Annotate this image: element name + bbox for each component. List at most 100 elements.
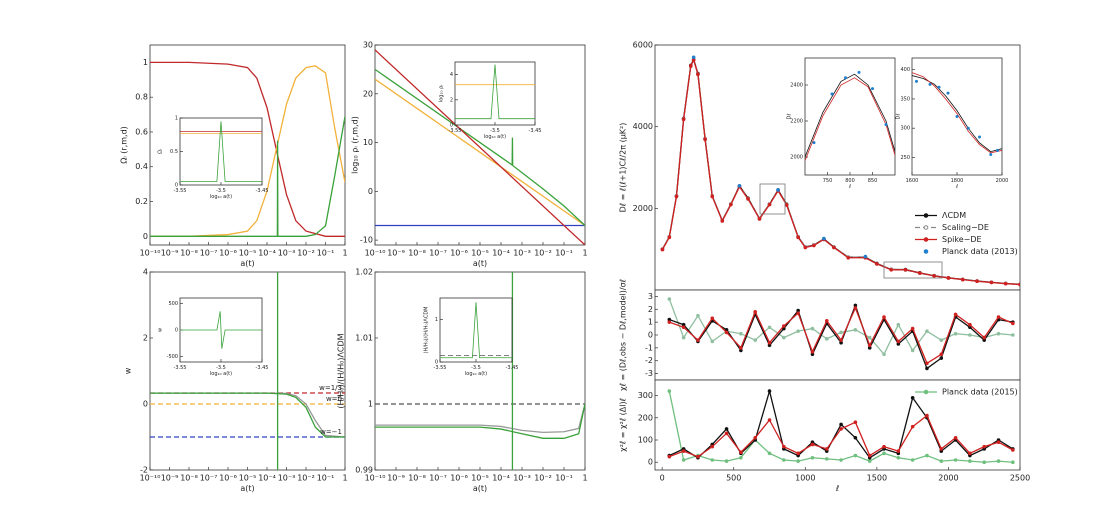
y-tick-label: 1 bbox=[143, 58, 148, 67]
y-tick-label: 400 bbox=[900, 67, 910, 73]
y-tick-label: 10 bbox=[363, 138, 373, 147]
data-point bbox=[857, 70, 861, 74]
y-axis-label: Ωᵢ bbox=[158, 149, 164, 154]
data-point bbox=[863, 254, 868, 259]
y-axis-label: Dℓ bbox=[896, 114, 902, 120]
data-point bbox=[982, 444, 987, 449]
x-tick-label: 10⁻² bbox=[297, 474, 315, 483]
data-point bbox=[691, 55, 696, 60]
x-tick-label: 10⁻² bbox=[534, 474, 552, 483]
data-point bbox=[753, 338, 757, 342]
legend-label: Planck data (2013) bbox=[942, 247, 1018, 256]
y-tick-label: 0 bbox=[143, 232, 148, 241]
x-tick-label: 800 bbox=[845, 178, 855, 184]
data-point bbox=[810, 455, 815, 460]
y-axis-label: (H/H₀)/(H/H₀)ΛCDM bbox=[424, 307, 430, 354]
data-point bbox=[989, 280, 994, 285]
x-tick-label: 10⁻⁹ bbox=[387, 249, 405, 258]
data-point bbox=[796, 451, 800, 456]
data-point bbox=[767, 389, 772, 393]
x-tick-label: 10⁻⁸ bbox=[180, 474, 198, 483]
x-tick-label: 850 bbox=[868, 178, 878, 184]
series-line bbox=[375, 49, 585, 245]
legend-marker bbox=[923, 213, 929, 218]
x-axis-label: log₁₀ a(t) bbox=[210, 194, 232, 200]
y-tick-label: 0 bbox=[648, 458, 653, 467]
x-tick-label: 10⁻³ bbox=[513, 249, 531, 258]
panel: 0 500 1000 1500 2000 2500 0 100 200 300 ℓ χ²ℓ = χ²ℓ… bbox=[619, 379, 1030, 493]
data-point bbox=[667, 320, 672, 324]
data-point bbox=[925, 366, 929, 371]
y-tick-label: 1 bbox=[648, 318, 653, 327]
x-tick-label: 10⁻⁵ bbox=[471, 249, 489, 258]
data-point bbox=[824, 447, 829, 451]
x-tick-label: -3.5 bbox=[471, 365, 481, 371]
data-point bbox=[968, 459, 972, 463]
data-point bbox=[867, 459, 872, 463]
data-point bbox=[889, 267, 893, 272]
y-tick-label: 2 bbox=[450, 97, 453, 103]
data-point bbox=[925, 453, 929, 458]
data-point bbox=[960, 277, 965, 282]
x-tick-label: 10⁻¹⁰ bbox=[365, 474, 386, 483]
data-point bbox=[955, 115, 959, 119]
data-point bbox=[953, 458, 958, 462]
data-point bbox=[710, 458, 715, 462]
data-point bbox=[696, 313, 700, 318]
y-axis-label: χℓ = (Dℓ,obs − Dℓ,model)/σℓ bbox=[619, 279, 628, 391]
panel: -3.55 -3.5 -3.45 0 2 4 log₁₀ a(t) log₁₀ ρᵢ bbox=[439, 61, 541, 140]
y-tick-label: 100 bbox=[638, 436, 653, 445]
data-point bbox=[968, 322, 972, 327]
data-point bbox=[812, 243, 816, 248]
data-point bbox=[667, 235, 672, 240]
data-point bbox=[953, 312, 958, 317]
series-group bbox=[440, 302, 512, 359]
y-tick-label: 300 bbox=[638, 391, 653, 400]
data-point bbox=[977, 135, 981, 139]
legend-marker bbox=[923, 389, 929, 395]
y-tick-label: 3 bbox=[648, 292, 653, 301]
data-point bbox=[939, 356, 944, 360]
data-point bbox=[839, 422, 843, 427]
x-tick-label: 10⁻⁸ bbox=[408, 474, 426, 483]
data-point bbox=[691, 58, 696, 62]
series-group bbox=[660, 55, 1020, 287]
data-point bbox=[1011, 321, 1015, 326]
x-tick-label: 10⁻¹ bbox=[555, 249, 573, 258]
data-point bbox=[853, 420, 858, 425]
x-tick-label: 1 bbox=[582, 249, 587, 258]
data-point bbox=[867, 453, 872, 458]
data-point bbox=[953, 331, 958, 336]
y-tick-label: 4000 bbox=[633, 122, 653, 131]
x-tick-label: -3.55 bbox=[434, 365, 447, 371]
data-point bbox=[1011, 333, 1015, 337]
data-point bbox=[925, 413, 929, 418]
data-point bbox=[925, 329, 929, 333]
y-tick-label: 200 bbox=[638, 413, 653, 422]
data-point bbox=[681, 449, 686, 453]
x-axis-label: ℓ bbox=[835, 484, 839, 493]
x-tick-label: -3.45 bbox=[506, 365, 519, 371]
x-tick-label: 10⁻¹ bbox=[317, 249, 335, 258]
y-tick-label: -3 bbox=[645, 369, 653, 378]
series-line bbox=[180, 311, 262, 349]
x-tick-label: 0 bbox=[660, 474, 665, 483]
y-axis-label: Ωᵢ (r,m,d) bbox=[120, 126, 129, 164]
panel: -3.55 -3.5 -3.45 -500 0 500 log₁₀ a(t) w bbox=[158, 297, 268, 377]
data-point bbox=[688, 64, 693, 68]
y-axis-label: log₁₀ ρᵢ bbox=[439, 85, 445, 102]
x-tick-label: 10⁻⁷ bbox=[200, 474, 218, 483]
data-point bbox=[710, 339, 715, 344]
data-point bbox=[843, 76, 847, 80]
data-point bbox=[884, 123, 888, 127]
x-axis-label: ℓ bbox=[848, 184, 851, 190]
series-group bbox=[375, 272, 585, 470]
y-tick-label: 1 bbox=[435, 317, 438, 323]
y-tick-label: 250 bbox=[900, 155, 910, 161]
data-point bbox=[796, 459, 800, 463]
data-point bbox=[925, 361, 929, 366]
y-tick-label: 0.99 bbox=[355, 466, 373, 475]
data-point bbox=[870, 87, 874, 91]
data-point bbox=[1003, 281, 1008, 286]
x-tick-label: 10⁻¹⁰ bbox=[140, 249, 161, 258]
